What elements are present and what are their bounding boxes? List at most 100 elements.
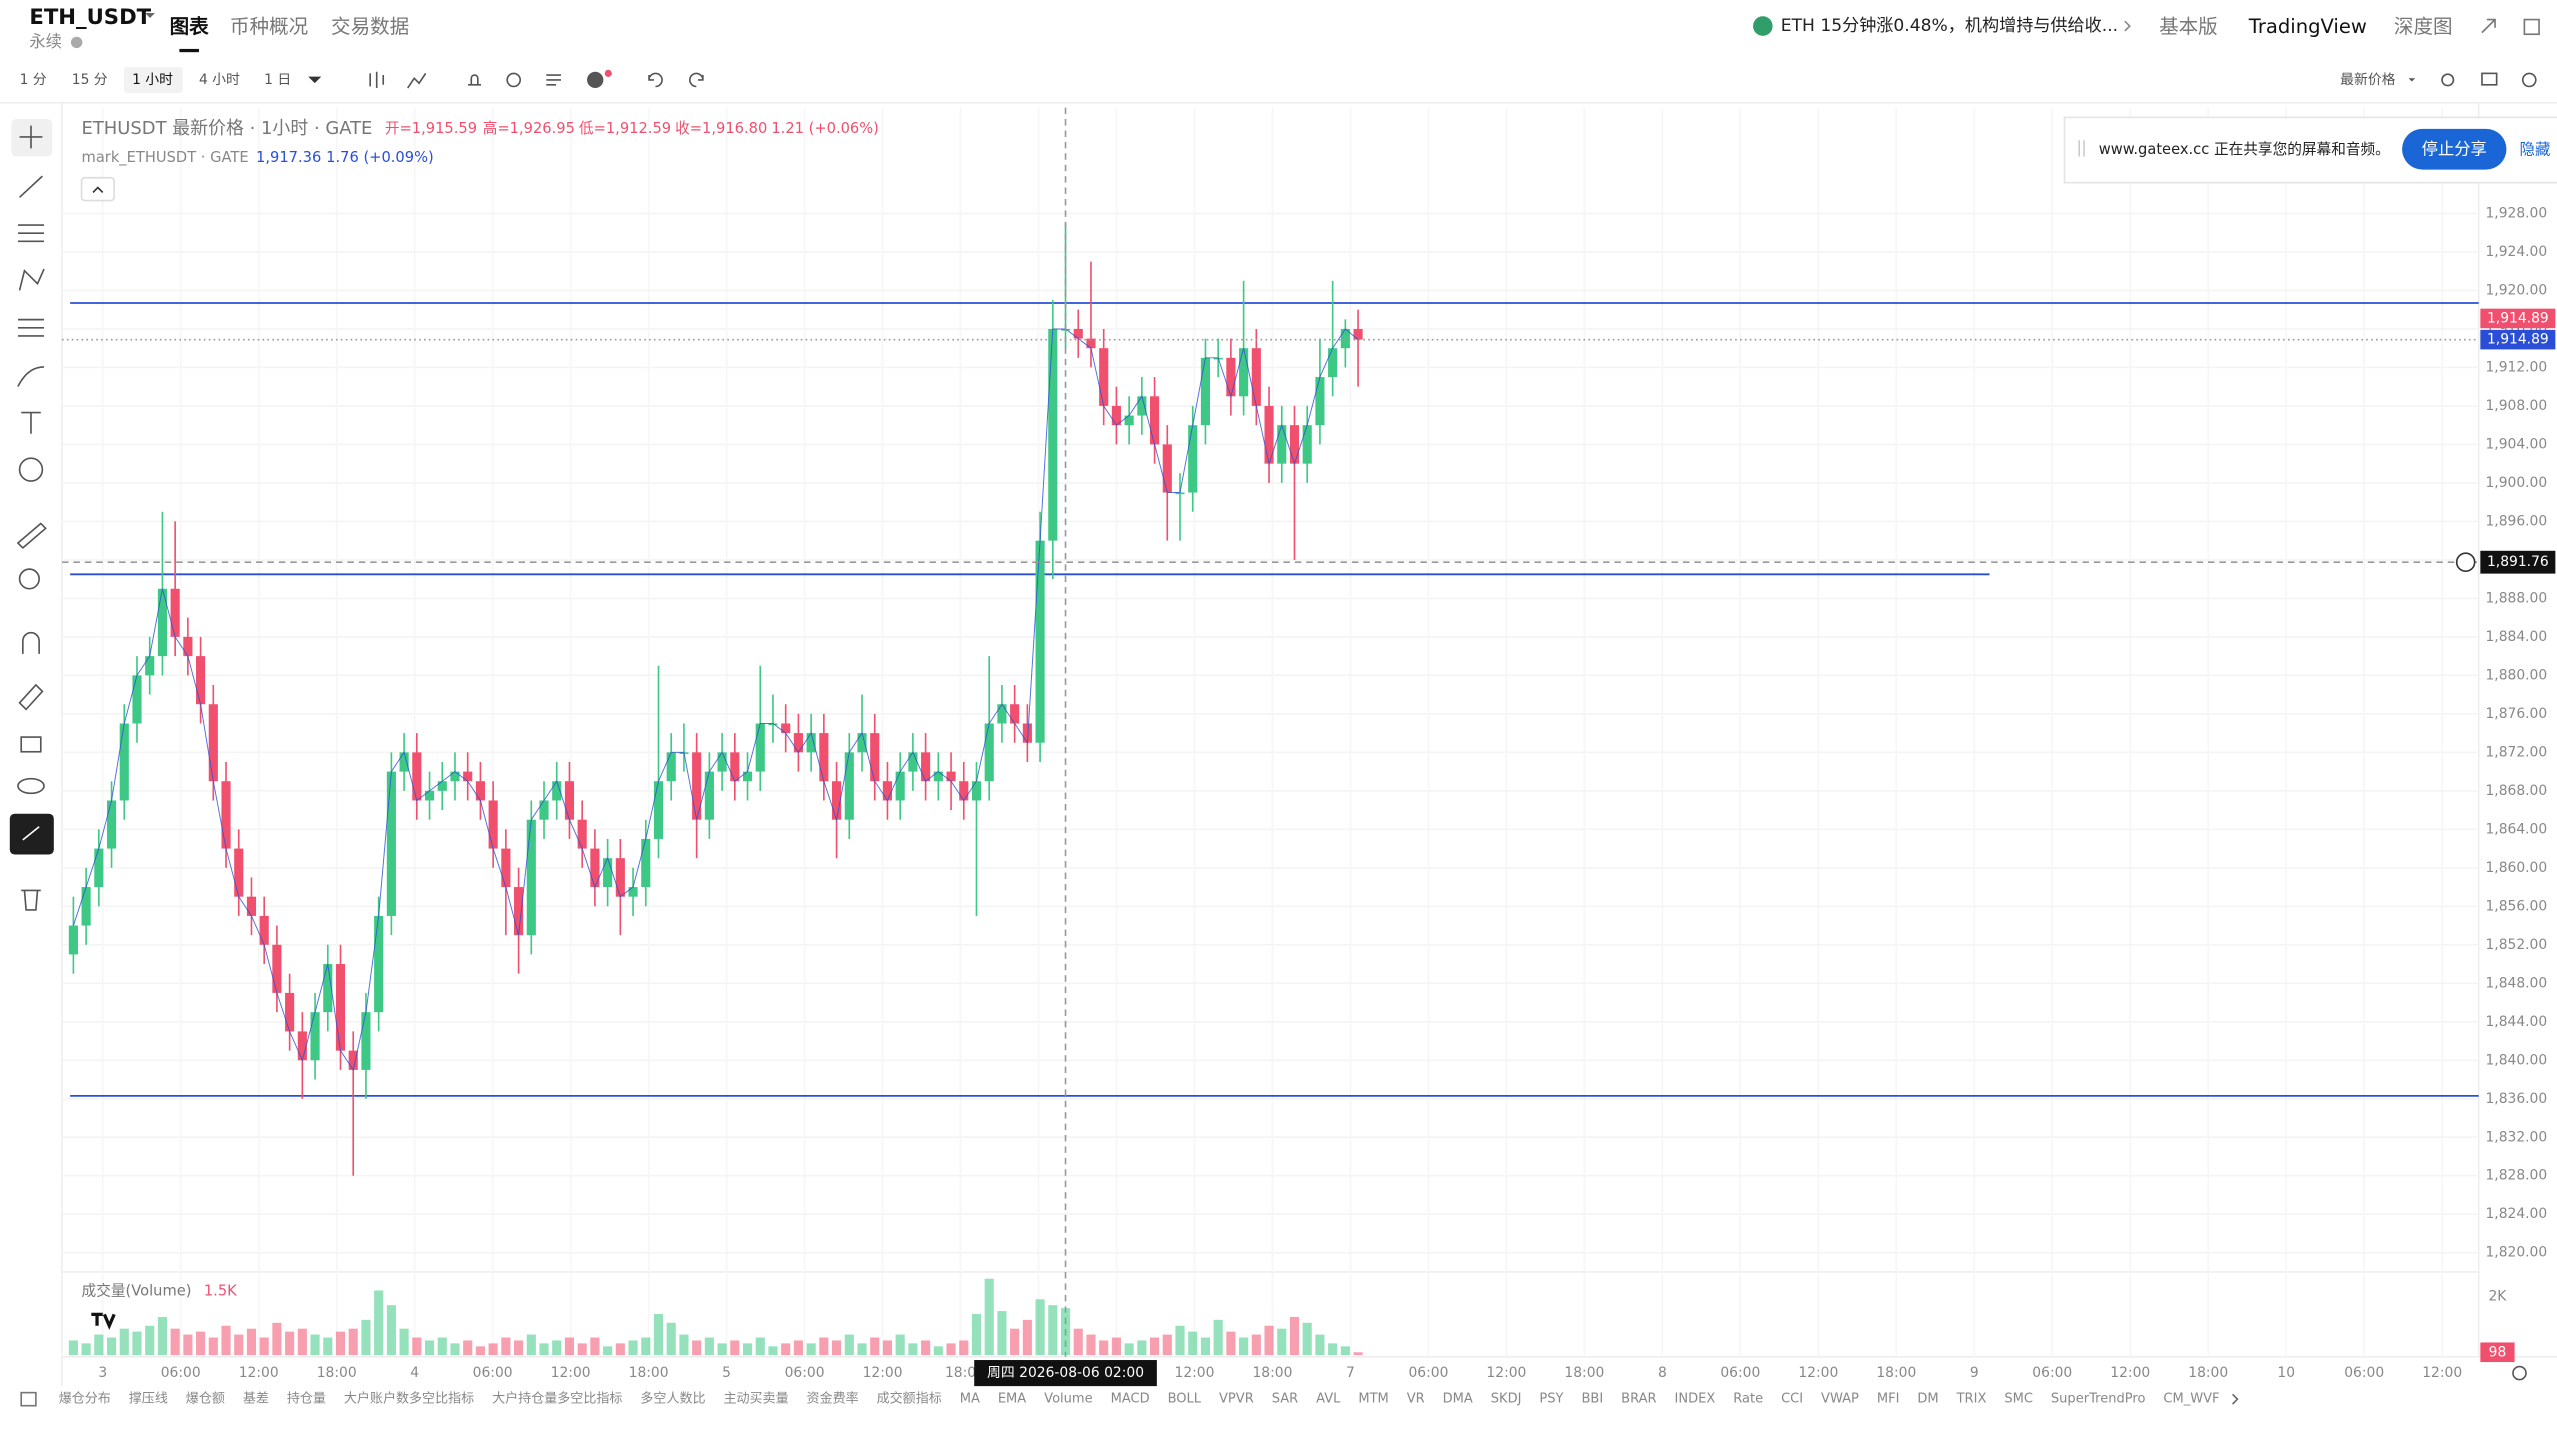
indicator[interactable]: SAR xyxy=(1272,1392,1298,1407)
indicator[interactable]: BRAR xyxy=(1621,1392,1656,1407)
indicator[interactable]: DM xyxy=(1917,1392,1938,1407)
indicator[interactable]: MA xyxy=(960,1392,980,1407)
calendar-icon[interactable] xyxy=(20,1391,37,1407)
indicator[interactable]: BOLL xyxy=(1168,1392,1202,1407)
candle-body xyxy=(615,858,625,897)
indicator[interactable]: 多空人数比 xyxy=(640,1391,705,1407)
add-icon[interactable] xyxy=(587,71,604,89)
price-source[interactable]: 最新价格 xyxy=(2340,72,2396,88)
link-tool[interactable] xyxy=(22,826,40,841)
indicator[interactable]: VR xyxy=(1407,1392,1425,1407)
interval[interactable]: 4 小时 xyxy=(199,72,240,88)
candle-body xyxy=(870,733,880,782)
zoom-tool[interactable] xyxy=(18,568,40,590)
fib-tool[interactable] xyxy=(17,318,45,337)
search-icon[interactable] xyxy=(2441,73,2455,87)
interval[interactable]: 1 分 xyxy=(20,72,47,88)
tab[interactable]: 图表 xyxy=(170,15,210,38)
link[interactable]: TradingView xyxy=(2248,15,2367,38)
link[interactable]: 基本版 xyxy=(2159,15,2218,38)
camera-icon[interactable] xyxy=(2481,72,2498,86)
brush-tool[interactable] xyxy=(17,366,45,387)
tab[interactable]: 交易数据 xyxy=(331,15,409,38)
emoji-tool[interactable] xyxy=(18,457,44,482)
indicator[interactable]: VPVR xyxy=(1219,1392,1254,1407)
indicator[interactable]: TRIX xyxy=(1956,1392,1987,1407)
indicator[interactable]: DMA xyxy=(1443,1392,1473,1407)
candle-body xyxy=(577,819,587,849)
alert-icon[interactable] xyxy=(468,74,482,86)
indicator[interactable]: VWAP xyxy=(1821,1392,1859,1407)
interval[interactable]: 1 日 xyxy=(264,72,291,88)
window-icon[interactable] xyxy=(2523,18,2540,36)
ruler-tool[interactable] xyxy=(16,522,47,550)
indicator[interactable]: MACD xyxy=(1111,1392,1150,1407)
news[interactable]: ETH 15分钟涨0.48%，机构增持与供给收... xyxy=(1781,16,2118,36)
crosshair-add[interactable] xyxy=(2455,552,2476,572)
indicator[interactable]: EMA xyxy=(998,1392,1026,1407)
indicator[interactable]: 撑压线 xyxy=(129,1392,168,1407)
candle-body xyxy=(590,848,600,888)
text-tool[interactable] xyxy=(21,411,41,434)
stop-share-button[interactable] xyxy=(2402,128,2507,170)
template-icon[interactable] xyxy=(546,74,561,86)
indicator-icon[interactable] xyxy=(407,72,427,89)
indicator[interactable]: Rate xyxy=(1733,1392,1763,1407)
magnet-tool[interactable] xyxy=(22,631,40,654)
redo-icon[interactable] xyxy=(689,72,704,88)
interval[interactable]: 15 分 xyxy=(72,72,108,88)
candle-body xyxy=(793,733,803,753)
candle-body xyxy=(348,1050,358,1070)
collapse-button[interactable] xyxy=(80,176,115,202)
undo-icon[interactable] xyxy=(648,72,663,88)
indicator[interactable]: SKDJ xyxy=(1491,1392,1522,1407)
indicator[interactable]: 爆仓分布 xyxy=(59,1392,111,1407)
indicator[interactable]: CCI xyxy=(1781,1392,1803,1407)
indicator[interactable]: AVL xyxy=(1316,1392,1341,1407)
indicator[interactable]: CM_WVF xyxy=(2163,1392,2219,1407)
volume-bar xyxy=(1251,1334,1261,1356)
indicator[interactable]: PSY xyxy=(1539,1392,1563,1407)
indicator[interactable]: 持仓量 xyxy=(287,1392,326,1407)
hline-tool[interactable] xyxy=(17,224,45,243)
chevron[interactable] xyxy=(2231,1393,2239,1405)
indicator[interactable]: SMC xyxy=(2004,1392,2033,1407)
indicator[interactable]: 大户账户数多空比指标 xyxy=(344,1391,474,1407)
indicator[interactable]: INDEX xyxy=(1675,1392,1716,1407)
lock-tool[interactable] xyxy=(20,736,42,753)
indicator[interactable]: 资金费率 xyxy=(807,1391,859,1407)
indicator[interactable]: SuperTrendPro xyxy=(2051,1392,2146,1407)
indicator[interactable]: BBI xyxy=(1581,1392,1603,1407)
indicator[interactable]: 大户持仓量多空比指标 xyxy=(492,1391,622,1407)
expand-icon[interactable] xyxy=(2481,18,2496,34)
settings-icon[interactable] xyxy=(2521,72,2537,88)
indicator[interactable]: MFI xyxy=(1877,1392,1900,1407)
indicator[interactable]: 成交额指标 xyxy=(877,1391,942,1407)
lock-drawing-tool[interactable] xyxy=(18,683,44,711)
indicator[interactable]: 爆仓额 xyxy=(186,1392,225,1407)
indicator[interactable]: 主动买卖量 xyxy=(723,1392,788,1407)
indicator[interactable]: Volume xyxy=(1044,1392,1092,1407)
delete-tool[interactable] xyxy=(21,889,41,911)
crosshair-tool[interactable] xyxy=(19,125,43,149)
hide-link[interactable]: 隐藏 xyxy=(2519,141,2550,159)
replay-icon[interactable] xyxy=(506,72,522,88)
x-tick-label: 12:00 xyxy=(551,1365,591,1381)
dropdown-icon xyxy=(308,76,322,84)
candle-icon[interactable] xyxy=(369,71,385,89)
hide-tool[interactable] xyxy=(17,777,45,795)
interval[interactable]: 1 小时 xyxy=(132,72,173,88)
volume-bar xyxy=(374,1290,384,1356)
symbol[interactable]: ETH_USDT xyxy=(29,4,151,29)
volume-bar xyxy=(501,1337,511,1356)
trendline-tool[interactable] xyxy=(19,175,43,198)
tab[interactable]: 币种概况 xyxy=(230,15,308,38)
indicator[interactable]: 基差 xyxy=(243,1392,269,1407)
settings-icon[interactable] xyxy=(2512,1365,2527,1381)
link[interactable]: 深度图 xyxy=(2394,15,2453,38)
pattern-tool[interactable] xyxy=(18,268,45,291)
volume-bar xyxy=(526,1334,536,1356)
indicator[interactable]: MTM xyxy=(1358,1392,1388,1407)
mark-title: mark_ETHUSDT · GATE xyxy=(82,149,249,166)
candle-body xyxy=(488,800,498,849)
